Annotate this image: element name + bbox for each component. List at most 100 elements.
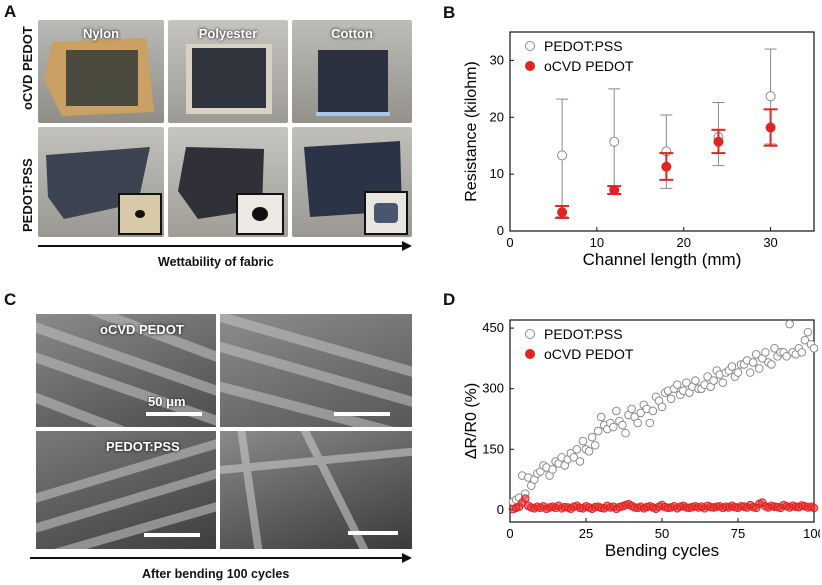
x-tick-label: 10 xyxy=(590,235,604,250)
panel-label-b: B xyxy=(443,3,456,22)
legend-label: oCVD PEDOT xyxy=(544,346,634,362)
photo-pedotpss-nylon xyxy=(38,127,164,237)
data-point xyxy=(575,457,585,466)
resistance-chart: 0 10 20 30 0 10 20 30 Channel length (mm) Resista… xyxy=(463,31,815,269)
bending-arrow xyxy=(30,553,412,563)
data-point xyxy=(785,319,794,329)
data-point xyxy=(751,350,761,359)
panel-label-d: D xyxy=(443,290,456,309)
sem-label-pedotpss: PEDOT:PSS xyxy=(106,439,180,454)
bending-caption: After bending 100 cycles xyxy=(142,567,290,581)
data-point xyxy=(596,412,606,422)
wettability-inset-cotton xyxy=(364,191,408,235)
fabric-swatch-icon xyxy=(316,50,390,116)
data-point xyxy=(733,368,743,377)
x-tick-label: 50 xyxy=(655,526,669,541)
plot-frame xyxy=(509,31,815,232)
fiber-texture-icon xyxy=(220,431,412,549)
data-point xyxy=(691,376,700,385)
data-point xyxy=(748,358,758,367)
data-point xyxy=(754,364,764,373)
data-point xyxy=(578,436,588,446)
data-point xyxy=(727,362,737,371)
data-point xyxy=(557,150,568,161)
data-point xyxy=(621,428,630,438)
data-point xyxy=(765,91,776,102)
data-point xyxy=(557,207,568,218)
y-axis-label: ΔR/R0 (%) xyxy=(463,383,480,459)
legend-marker xyxy=(525,349,535,359)
data-point xyxy=(797,348,807,357)
data-point xyxy=(612,406,621,416)
water-droplet-icon xyxy=(135,210,145,218)
y-tick-label: 20 xyxy=(490,109,504,124)
x-tick-label: 20 xyxy=(676,235,690,250)
wettability-caption: Wettability of fabric xyxy=(158,255,274,269)
data-point xyxy=(809,503,819,513)
row-label-ocvd: oCVD PEDOT xyxy=(20,26,35,110)
y-tick-label: 10 xyxy=(490,166,504,181)
legend-marker xyxy=(525,329,535,339)
y-tick-label: 30 xyxy=(490,52,504,67)
bending-chart: 0 25 50 75 100 0 150 300 450 Bending cycles ΔR/R0 … xyxy=(463,319,820,560)
photo-ocvd-cotton: Cotton xyxy=(292,20,412,123)
y-tick-label: 300 xyxy=(482,381,504,396)
sem-ocvd-before: oCVD PEDOT 50 μm xyxy=(36,314,216,427)
photo-ocvd-nylon: Nylon xyxy=(38,20,164,123)
data-point xyxy=(703,372,712,381)
scale-bar xyxy=(334,412,390,416)
sem-label-ocvd: oCVD PEDOT xyxy=(100,322,184,337)
data-point xyxy=(661,161,672,172)
sem-pedotpss-after xyxy=(220,431,412,549)
x-tick-label: 25 xyxy=(579,526,593,541)
photo-ocvd-polyester: Polyester xyxy=(168,20,288,123)
x-tick-label: 0 xyxy=(506,235,513,250)
data-point xyxy=(609,136,620,147)
data-point xyxy=(648,406,658,416)
wettability-arrow xyxy=(38,241,412,251)
data-point xyxy=(709,376,718,385)
data-point xyxy=(809,343,819,353)
wettability-inset-polyester xyxy=(236,193,284,235)
data-point xyxy=(520,494,530,503)
legend-marker xyxy=(525,61,535,71)
data-point xyxy=(645,418,655,428)
data-point xyxy=(803,327,813,337)
data-point xyxy=(782,352,791,361)
fiber-texture-icon xyxy=(36,439,216,549)
data-point xyxy=(672,380,682,389)
legend-marker xyxy=(525,41,535,51)
y-axis-label: Resistance (kilohm) xyxy=(463,61,480,201)
x-axis-label: Channel length (mm) xyxy=(583,250,742,269)
data-point xyxy=(745,368,755,377)
panel-label-a: A xyxy=(4,2,17,21)
data-point xyxy=(593,426,603,436)
column-label-nylon: Nylon xyxy=(82,26,120,41)
scale-bar xyxy=(144,533,200,537)
scale-bar xyxy=(146,412,202,416)
y-tick-label: 0 xyxy=(497,502,504,517)
data-point xyxy=(609,422,618,432)
x-tick-label: 0 xyxy=(506,526,513,541)
data-point xyxy=(657,402,667,412)
data-point xyxy=(761,348,770,357)
data-point xyxy=(587,432,597,442)
y-tick-label: 0 xyxy=(497,223,504,238)
data-point xyxy=(636,408,646,418)
data-point xyxy=(765,122,776,133)
fabric-spot-icon xyxy=(374,203,398,223)
fabric-swatch-icon xyxy=(186,44,272,114)
column-label-polyester: Polyester xyxy=(198,26,258,41)
y-tick-label: 450 xyxy=(482,320,504,335)
column-label-cotton: Cotton xyxy=(331,26,373,41)
x-tick-label: 30 xyxy=(763,235,777,250)
data-point xyxy=(627,404,636,414)
photo-pedotpss-polyester xyxy=(168,127,288,237)
x-tick-label: 75 xyxy=(731,526,745,541)
data-point xyxy=(800,335,810,345)
data-point xyxy=(767,360,776,369)
legend-label: PEDOT:PSS xyxy=(544,38,623,54)
data-point xyxy=(633,418,642,428)
data-point xyxy=(609,185,620,196)
data-point xyxy=(548,465,557,474)
